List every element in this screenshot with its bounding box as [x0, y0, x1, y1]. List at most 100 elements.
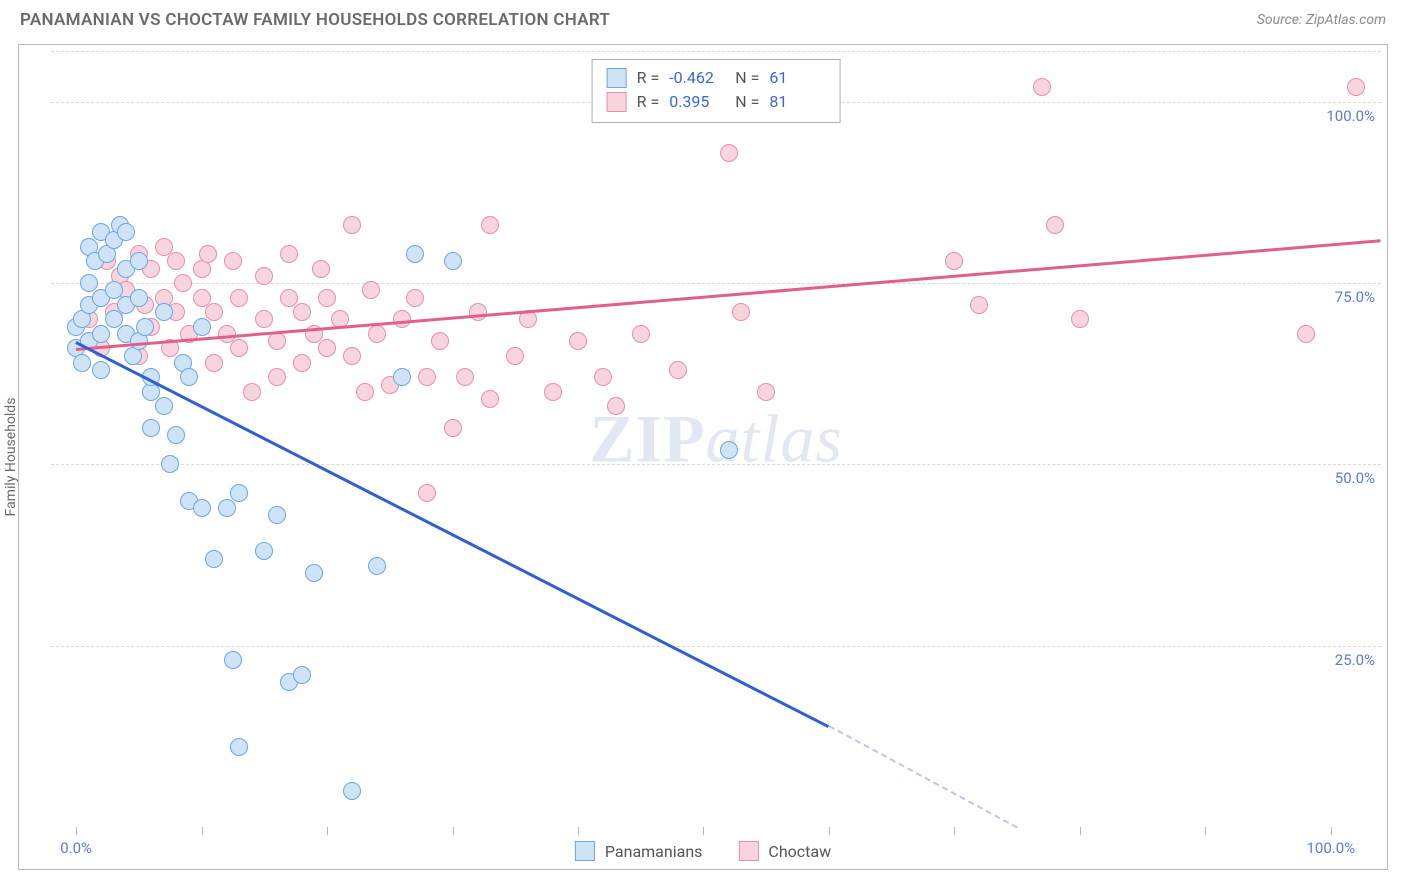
scatter-point — [293, 666, 311, 684]
scatter-point — [205, 354, 223, 372]
scatter-point — [362, 281, 380, 299]
chart-source: Source: ZipAtlas.com — [1257, 12, 1386, 28]
legend-item: Panamanians — [575, 841, 703, 861]
scatter-point — [1071, 310, 1089, 328]
scatter-point — [343, 782, 361, 800]
y-tick-label: 100.0% — [1326, 107, 1375, 125]
x-tick-label: 0.0% — [60, 839, 92, 857]
scatter-point — [167, 426, 185, 444]
r-label: R = — [637, 66, 660, 90]
scatter-point — [318, 339, 336, 357]
scatter-point — [73, 354, 91, 372]
scatter-point — [444, 252, 462, 270]
legend-swatch — [738, 841, 758, 861]
n-value: 81 — [769, 90, 825, 114]
scatter-point — [193, 318, 211, 336]
watermark: ZIPatlas — [589, 400, 843, 479]
scatter-point — [205, 550, 223, 568]
scatter-point — [481, 390, 499, 408]
scatter-point — [732, 303, 750, 321]
scatter-point — [92, 325, 110, 343]
x-tick — [1080, 827, 1081, 835]
scatter-point — [444, 419, 462, 437]
scatter-point — [230, 289, 248, 307]
scatter-point — [268, 506, 286, 524]
legend-label: Panamanians — [605, 842, 703, 861]
scatter-point — [318, 289, 336, 307]
scatter-point — [293, 303, 311, 321]
n-label: N = — [735, 66, 759, 90]
scatter-point — [167, 252, 185, 270]
r-value: 0.395 — [669, 90, 725, 114]
legend-swatch — [575, 841, 595, 861]
scatter-point — [224, 651, 242, 669]
scatter-point — [130, 289, 148, 307]
scatter-point — [406, 245, 424, 263]
x-tick — [578, 827, 579, 835]
scatter-point — [218, 499, 236, 517]
scatter-point — [230, 484, 248, 502]
scatter-point — [312, 260, 330, 278]
x-tick — [1331, 827, 1332, 835]
n-value: 61 — [769, 66, 825, 90]
trend-line — [76, 341, 830, 728]
scatter-point — [130, 252, 148, 270]
y-tick-label: 25.0% — [1335, 651, 1375, 669]
scatter-point — [343, 216, 361, 234]
scatter-point — [456, 368, 474, 386]
scatter-point — [224, 252, 242, 270]
series-legend: Panamanians Choctaw — [575, 841, 831, 861]
gridline — [51, 646, 1381, 647]
scatter-point — [418, 484, 436, 502]
scatter-point — [469, 303, 487, 321]
scatter-point — [92, 361, 110, 379]
scatter-point — [293, 354, 311, 372]
correlation-row: R = 0.395 N = 81 — [607, 90, 826, 114]
scatter-point — [193, 499, 211, 517]
legend-label: Choctaw — [768, 842, 831, 861]
scatter-point — [368, 325, 386, 343]
scatter-point — [174, 274, 192, 292]
scatter-point — [117, 223, 135, 241]
scatter-point — [1297, 325, 1315, 343]
scatter-point — [255, 310, 273, 328]
scatter-point — [155, 397, 173, 415]
x-tick — [202, 827, 203, 835]
scatter-point — [669, 361, 687, 379]
x-tick — [76, 827, 77, 835]
legend-swatch — [607, 92, 627, 112]
scatter-point — [431, 332, 449, 350]
scatter-point — [607, 397, 625, 415]
legend-item: Choctaw — [738, 841, 831, 861]
scatter-point — [230, 339, 248, 357]
scatter-point — [305, 564, 323, 582]
scatter-point — [155, 303, 173, 321]
scatter-point — [418, 368, 436, 386]
correlation-legend: R =-0.462N =61R =0.395N =81 — [592, 59, 841, 123]
plot-area: ZIPatlas 25.0%50.0%75.0%100.0%0.0%100.0%… — [51, 51, 1381, 827]
x-tick — [327, 827, 328, 835]
scatter-point — [544, 383, 562, 401]
correlation-row: R =-0.462N =61 — [607, 66, 826, 90]
r-label: R = — [637, 90, 660, 114]
n-label: N = — [735, 90, 759, 114]
y-tick-label: 50.0% — [1335, 469, 1375, 487]
scatter-point — [569, 332, 587, 350]
scatter-point — [368, 557, 386, 575]
scatter-point — [356, 383, 374, 401]
scatter-point — [506, 347, 524, 365]
scatter-point — [632, 325, 650, 343]
scatter-point — [230, 738, 248, 756]
gridline — [51, 283, 1381, 284]
scatter-point — [205, 303, 223, 321]
trend-line — [828, 726, 1017, 829]
scatter-point — [268, 332, 286, 350]
scatter-point — [481, 216, 499, 234]
x-tick — [954, 827, 955, 835]
chart-title: PANAMANIAN VS CHOCTAW FAMILY HOUSEHOLDS … — [20, 10, 610, 30]
gridline — [51, 464, 1381, 465]
scatter-point — [343, 347, 361, 365]
scatter-point — [268, 368, 286, 386]
scatter-point — [757, 383, 775, 401]
chart-header: PANAMANIAN VS CHOCTAW FAMILY HOUSEHOLDS … — [0, 0, 1406, 36]
